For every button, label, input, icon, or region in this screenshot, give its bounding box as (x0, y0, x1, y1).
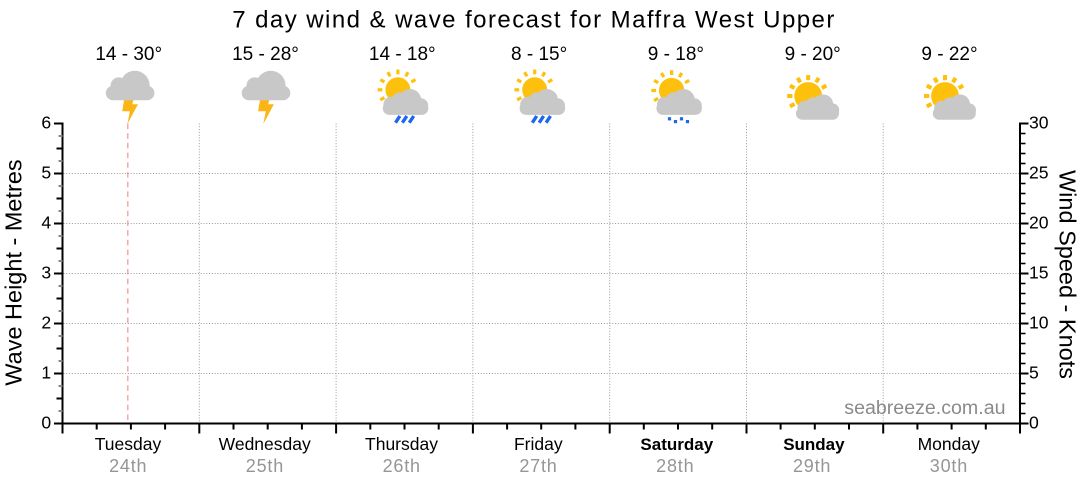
svg-text:25: 25 (1029, 163, 1049, 183)
svg-text:15 - 28°: 15 - 28° (232, 44, 299, 65)
svg-text:9 - 20°: 9 - 20° (785, 44, 841, 65)
svg-text:5: 5 (41, 163, 51, 183)
svg-text:8 - 15°: 8 - 15° (511, 44, 567, 65)
svg-text:14 - 18°: 14 - 18° (369, 44, 436, 65)
svg-text:0: 0 (1029, 413, 1039, 433)
svg-text:5: 5 (1029, 363, 1039, 383)
svg-text:14 - 30°: 14 - 30° (95, 44, 162, 65)
svg-text:Monday: Monday (918, 434, 981, 454)
svg-text:28th: 28th (656, 456, 694, 476)
svg-text:10: 10 (1029, 313, 1049, 333)
svg-text:Saturday: Saturday (640, 435, 713, 454)
svg-text:6: 6 (41, 113, 51, 133)
svg-text:25th: 25th (246, 456, 284, 476)
svg-text:Friday: Friday (514, 434, 563, 454)
svg-text:seabreeze.com.au: seabreeze.com.au (844, 397, 1005, 419)
svg-text:Sunday: Sunday (783, 435, 845, 454)
svg-text:27th: 27th (519, 456, 557, 476)
svg-text:9 - 22°: 9 - 22° (921, 44, 977, 65)
svg-text:Wednesday: Wednesday (219, 434, 311, 454)
svg-text:9 - 18°: 9 - 18° (648, 44, 704, 65)
svg-text:15: 15 (1029, 263, 1049, 283)
svg-text:Tuesday: Tuesday (95, 434, 162, 454)
svg-text:30th: 30th (930, 456, 968, 476)
svg-text:2: 2 (41, 313, 51, 333)
svg-text:30: 30 (1029, 113, 1049, 133)
svg-text:7 day wind & wave forecast for: 7 day wind & wave forecast for Maffra We… (232, 7, 836, 34)
svg-text:3: 3 (41, 263, 51, 283)
svg-text:Wave Height - Metres: Wave Height - Metres (1, 159, 27, 385)
svg-text:29th: 29th (793, 456, 831, 476)
svg-text:24th: 24th (109, 456, 147, 476)
svg-text:26th: 26th (383, 456, 421, 476)
svg-text:1: 1 (41, 363, 51, 383)
svg-text:4: 4 (41, 213, 51, 233)
svg-text:0: 0 (41, 413, 51, 433)
svg-text:20: 20 (1029, 213, 1049, 233)
svg-text:Thursday: Thursday (365, 434, 438, 454)
svg-text:Wind Speed - Knots: Wind Speed - Knots (1055, 170, 1080, 379)
